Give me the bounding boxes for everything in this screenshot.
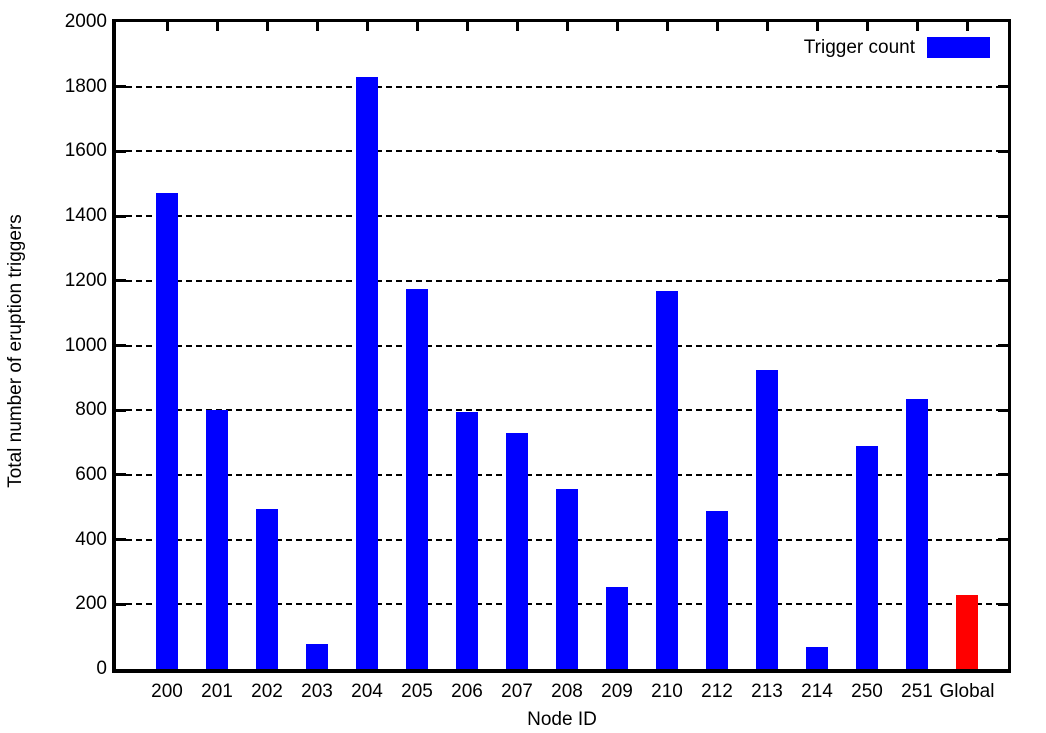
- bar-206: [456, 412, 478, 669]
- y-tick-mark-right: [998, 473, 1008, 477]
- y-tick-mark-left: [116, 279, 126, 283]
- x-tick-mark-top: [465, 22, 469, 31]
- bar-209: [606, 586, 628, 669]
- x-tick-label: 208: [551, 681, 583, 702]
- y-tick-mark-left: [116, 149, 126, 153]
- x-tick-mark-top: [815, 22, 819, 31]
- x-tick-label: 201: [201, 681, 233, 702]
- x-tick-label: 200: [151, 681, 183, 702]
- x-tick-label: 210: [651, 681, 683, 702]
- y-tick-mark-right: [998, 85, 1008, 89]
- bar-200: [156, 192, 178, 669]
- x-tick-label: 250: [851, 681, 883, 702]
- x-tick-mark-top: [265, 22, 269, 31]
- bar-251: [906, 398, 928, 669]
- bar-250: [856, 445, 878, 669]
- bar-213: [756, 369, 778, 669]
- bar-204: [356, 77, 378, 669]
- y-tick-mark-right: [998, 344, 1008, 347]
- y-tick-label: 800: [75, 399, 107, 421]
- y-tick-label: 1200: [64, 269, 107, 291]
- gridline: [116, 85, 1008, 88]
- y-tick-label: 2000: [64, 11, 107, 32]
- bar-205: [406, 288, 428, 669]
- x-tick-mark-top: [615, 22, 619, 31]
- y-tick-label: 400: [75, 528, 107, 550]
- y-tick-label: 0: [96, 658, 107, 679]
- x-tick-label: 207: [501, 681, 533, 702]
- y-tick-mark-left: [116, 538, 126, 542]
- bar-210: [656, 290, 678, 669]
- x-tick-mark-top: [215, 22, 219, 31]
- plot-area: Trigger count: [112, 19, 1011, 673]
- x-tick-mark-top: [515, 22, 519, 31]
- y-tick-label: 1800: [64, 75, 107, 97]
- bar-Global: [956, 595, 978, 669]
- x-tick-mark-top: [865, 22, 869, 31]
- x-tick-label: 206: [451, 681, 483, 702]
- x-tick-label: 203: [301, 681, 333, 702]
- x-tick-mark-top: [565, 22, 569, 31]
- x-tick-mark-top: [915, 22, 919, 31]
- y-tick-mark-left: [116, 214, 126, 218]
- x-tick-label: 205: [401, 681, 433, 702]
- gridline: [116, 150, 1008, 153]
- y-tick-mark-left: [116, 408, 126, 412]
- x-tick-label: 251: [901, 681, 933, 702]
- x-tick-label: 202: [251, 681, 283, 702]
- bar-212: [706, 510, 728, 669]
- x-tick-mark-top: [965, 22, 969, 31]
- x-axis-title: Node ID: [527, 709, 597, 730]
- bar-207: [506, 432, 528, 669]
- y-tick-mark-left: [116, 85, 126, 89]
- y-tick-label: 600: [75, 463, 107, 485]
- y-tick-mark-left: [116, 602, 126, 606]
- y-tick-mark-right: [998, 214, 1008, 218]
- x-tick-label: 204: [351, 681, 383, 702]
- bar-214: [806, 647, 828, 669]
- y-tick-mark-right: [998, 149, 1008, 153]
- y-tick-label: 1000: [64, 334, 107, 356]
- x-tick-mark-top: [165, 22, 169, 31]
- x-tick-mark-top: [315, 22, 319, 31]
- gridline: [116, 473, 1008, 476]
- bar-203: [306, 643, 328, 669]
- x-tick-label: 212: [701, 681, 733, 702]
- x-tick-mark-top: [365, 22, 369, 31]
- y-tick-label: 1400: [64, 205, 107, 227]
- y-tick-label: 200: [75, 593, 107, 615]
- gridline: [116, 279, 1008, 282]
- x-tick-mark-top: [415, 22, 419, 31]
- gridline: [116, 344, 1008, 347]
- y-tick-mark-right: [998, 602, 1008, 606]
- y-tick-mark-right: [998, 279, 1008, 283]
- legend-label: Trigger count: [803, 37, 915, 58]
- legend: Trigger count: [804, 37, 990, 58]
- y-tick-mark-right: [998, 538, 1008, 542]
- bar-202: [256, 508, 278, 669]
- x-tick-label: 213: [751, 681, 783, 702]
- x-tick-label: 209: [601, 681, 633, 702]
- gridline: [116, 409, 1008, 412]
- x-tick-mark-top: [715, 22, 719, 31]
- legend-swatch: [927, 37, 990, 58]
- x-tick-mark-top: [765, 22, 769, 31]
- y-tick-mark-left: [116, 344, 126, 347]
- gridline: [116, 215, 1008, 218]
- x-tick-label: 214: [801, 681, 833, 702]
- bar-208: [556, 488, 578, 669]
- bar-201: [206, 410, 228, 669]
- x-tick-label: Global: [939, 681, 995, 702]
- y-tick-mark-left: [116, 473, 126, 477]
- y-tick-mark-right: [998, 408, 1008, 412]
- y-tick-label: 1600: [64, 140, 107, 162]
- x-tick-mark-top: [665, 22, 669, 31]
